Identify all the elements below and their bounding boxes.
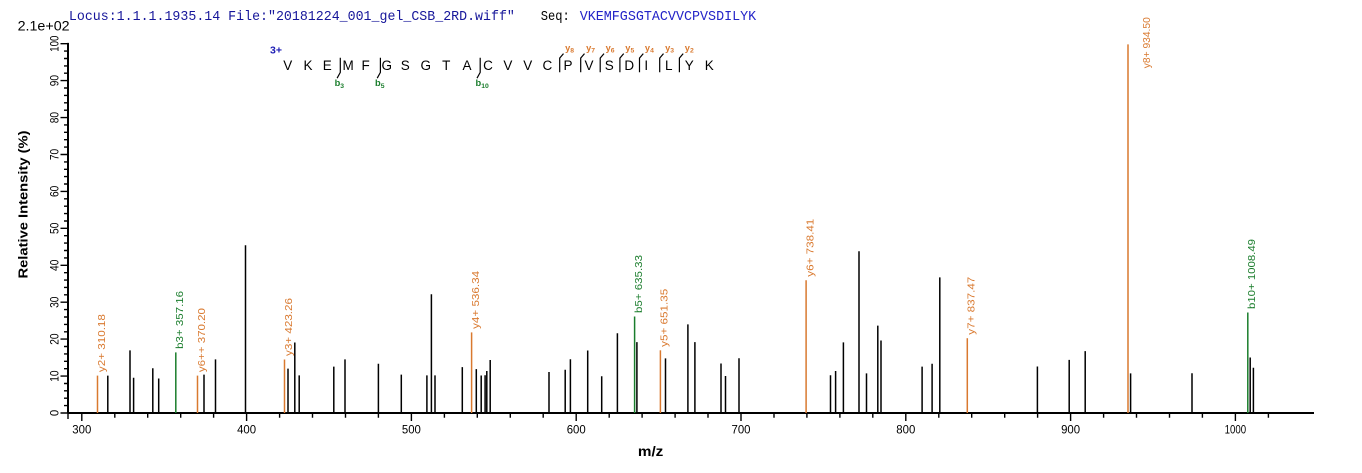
svg-text:V: V — [283, 58, 292, 73]
svg-text:y6++ 370.20: y6++ 370.20 — [197, 308, 208, 373]
svg-text:Locus:1.1.1.1935.14 File:"2018: Locus:1.1.1.1935.14 File:"20181224_001_g… — [69, 10, 515, 25]
svg-text:y7: y7 — [586, 43, 595, 55]
svg-text:b3: b3 — [335, 78, 345, 90]
svg-text:70: 70 — [50, 149, 62, 160]
svg-text:Relative Intensity (%): Relative Intensity (%) — [17, 131, 31, 279]
svg-text:y2: y2 — [685, 43, 694, 55]
svg-text:400: 400 — [237, 424, 256, 436]
svg-text:y8+ 934.50: y8+ 934.50 — [1142, 17, 1153, 68]
svg-text:K: K — [303, 58, 312, 73]
svg-text:y5+ 651.35: y5+ 651.35 — [660, 288, 671, 347]
svg-text:y5: y5 — [625, 43, 634, 55]
svg-text:V: V — [584, 58, 593, 73]
svg-text:80: 80 — [50, 112, 62, 123]
svg-text:E: E — [323, 58, 332, 73]
svg-text:S: S — [401, 58, 410, 73]
svg-text:A: A — [462, 58, 471, 73]
svg-text:I: I — [644, 58, 648, 73]
svg-text:Seq:: Seq: — [541, 10, 570, 25]
svg-text:50: 50 — [50, 223, 62, 234]
svg-text:T: T — [442, 58, 450, 73]
svg-text:b3+ 357.16: b3+ 357.16 — [175, 290, 186, 349]
svg-text:900: 900 — [1061, 424, 1080, 436]
svg-text:300: 300 — [72, 424, 91, 436]
svg-text:0: 0 — [50, 410, 62, 416]
svg-text:F: F — [361, 58, 369, 73]
svg-text:600: 600 — [567, 424, 586, 436]
svg-text:C: C — [543, 58, 553, 73]
svg-text:G: G — [420, 58, 431, 73]
svg-text:100: 100 — [50, 36, 62, 52]
svg-text:G: G — [381, 58, 392, 73]
svg-text:C: C — [483, 58, 493, 73]
svg-text:y2+ 310.18: y2+ 310.18 — [97, 314, 108, 373]
svg-text:b10+ 1008.49: b10+ 1008.49 — [1247, 239, 1258, 309]
svg-text:y8: y8 — [565, 43, 574, 55]
svg-text:b5: b5 — [375, 78, 385, 90]
svg-text:b5+ 635.33: b5+ 635.33 — [634, 254, 645, 313]
svg-text:1000: 1000 — [1225, 424, 1247, 436]
svg-text:20: 20 — [50, 333, 62, 344]
svg-text:L: L — [665, 58, 673, 73]
svg-text:700: 700 — [732, 424, 751, 436]
svg-text:V: V — [503, 58, 512, 73]
svg-text:800: 800 — [896, 424, 915, 436]
svg-text:90: 90 — [50, 75, 62, 86]
svg-text:y3+ 423.26: y3+ 423.26 — [284, 297, 295, 356]
svg-text:m/z: m/z — [638, 444, 664, 459]
svg-text:VKEMFGSGTACVVCPVSDILYK: VKEMFGSGTACVVCPVSDILYK — [580, 10, 757, 25]
svg-text:y4+ 536.34: y4+ 536.34 — [471, 270, 482, 329]
svg-text:y6: y6 — [606, 43, 615, 55]
svg-text:30: 30 — [50, 297, 62, 308]
svg-text:y7+ 837.47: y7+ 837.47 — [967, 276, 978, 335]
svg-text:500: 500 — [402, 424, 421, 436]
svg-text:2.1e+02: 2.1e+02 — [18, 18, 70, 33]
svg-text:S: S — [605, 58, 614, 73]
svg-text:D: D — [624, 58, 634, 73]
svg-text:60: 60 — [50, 186, 62, 197]
svg-text:y4: y4 — [645, 43, 654, 55]
svg-text:b10: b10 — [476, 78, 489, 90]
svg-text:3+: 3+ — [270, 45, 282, 57]
svg-text:K: K — [705, 58, 714, 73]
svg-text:M: M — [342, 58, 353, 73]
svg-text:y3: y3 — [665, 43, 674, 55]
svg-text:40: 40 — [50, 260, 62, 271]
svg-text:y6+ 738.41: y6+ 738.41 — [805, 218, 816, 277]
svg-text:Y: Y — [685, 58, 694, 73]
svg-text:P: P — [563, 58, 572, 73]
svg-text:V: V — [523, 58, 532, 73]
svg-text:10: 10 — [50, 370, 62, 381]
